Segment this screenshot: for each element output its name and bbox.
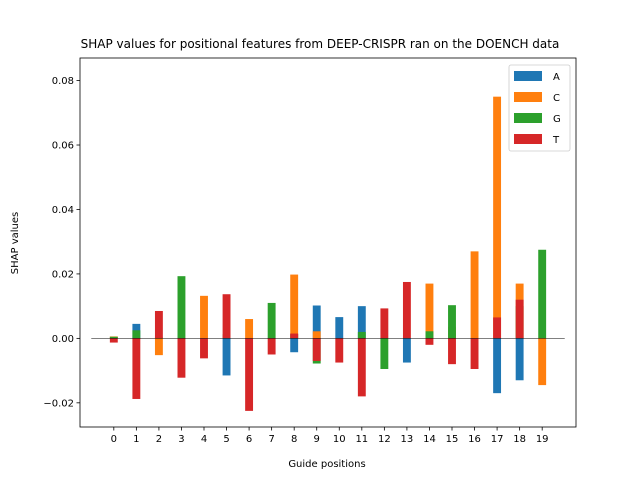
legend-label-C: C [553,93,560,104]
x-tick-label: 19 [536,434,549,445]
bar-C-17 [493,96,502,339]
bar-T-0 [109,338,118,343]
y-tick-label: 0.06 [52,141,74,152]
bar-T-18 [515,299,524,339]
bar-C-16 [470,251,479,339]
x-tick-label: 6 [246,434,252,445]
plot-frame [79,57,577,428]
bar-T-13 [402,281,411,339]
bar-T-16 [470,338,479,369]
bar-T-14 [425,338,434,345]
x-tick-label: 15 [446,434,459,445]
bar-G-12 [380,338,389,369]
bar-A-13 [402,338,411,363]
bar-T-10 [335,338,344,363]
bar-G-14 [425,331,434,339]
bar-G-11 [357,331,366,339]
x-axis-label: Guide positions [288,459,365,470]
bar-T-5 [222,294,231,339]
x-tick-label: 1 [133,434,139,445]
bar-A-9 [312,305,321,339]
y-tick-label: 0.08 [52,76,74,87]
bars-group [109,96,547,411]
y-tick-label: −0.02 [43,398,74,409]
y-ticks: −0.02 0.00 0.02 0.04 0.06 0.08 [43,76,80,409]
bar-A-10 [335,317,344,339]
x-tick-label: 2 [156,434,162,445]
bar-C-4 [200,295,208,339]
legend-swatch-G [514,113,542,123]
y-tick-label: 0.04 [52,205,74,216]
bar-T-4 [200,338,208,359]
legend-swatch-A [514,71,542,81]
bar-T-7 [267,338,276,355]
x-tick-label: 9 [314,434,320,445]
x-tick-label: 7 [268,434,274,445]
bar-C-14 [425,283,434,339]
x-tick-label: 4 [201,434,207,445]
bar-A-11 [357,306,366,339]
bar-G-19 [538,249,547,339]
legend-box [508,64,571,152]
x-tick-label: 14 [423,434,436,445]
bar-A-5 [222,338,231,376]
y-tick-label: 0.00 [52,334,74,345]
bar-T-17 [493,317,502,339]
bar-A-8 [290,338,299,353]
bar-A-17 [493,338,502,394]
legend-label-A: A [553,72,560,83]
x-tick-label: 3 [178,434,184,445]
y-axis-label: SHAP values [10,212,21,274]
bar-A-18 [515,338,524,381]
bar-T-15 [448,338,456,365]
bar-C-19 [538,338,547,386]
x-tick-label: 5 [223,434,229,445]
legend-label-T: T [552,135,560,146]
bar-T-11 [357,338,366,397]
bar-T-12 [380,308,389,339]
bar-T-8 [290,333,299,339]
x-ticks: 0 1 2 3 4 5 6 7 8 9 10 11 12 13 14 15 16 17 18 19 [111,427,549,445]
x-tick-label: 12 [378,434,391,445]
bar-T-6 [245,338,254,411]
bar-T-9 [312,338,321,361]
bar-T-2 [154,310,163,339]
bar-C-2 [154,338,163,356]
x-tick-label: 0 [111,434,117,445]
bar-G-1 [132,330,141,339]
x-tick-label: 13 [401,434,414,445]
bar-C-8 [290,274,299,339]
y-tick-label: 0.02 [52,269,74,280]
x-tick-label: 8 [291,434,297,445]
legend-swatch-C [514,92,542,102]
bar-G-15 [448,305,456,339]
legend-swatch-T [514,134,542,144]
bar-G-3 [177,276,186,339]
x-tick-label: 18 [513,434,526,445]
x-tick-label: 11 [355,434,368,445]
bar-T-3 [177,338,186,378]
x-tick-label: 10 [333,434,346,445]
x-tick-label: 16 [468,434,481,445]
bar-T-1 [132,338,141,399]
bar-C-9 [312,331,321,339]
legend-label-G: G [553,114,561,125]
chart-title: SHAP values for positional features from… [81,37,560,51]
bar-G-0 [109,336,118,339]
x-tick-label: 17 [491,434,504,445]
bar-C-6 [245,319,254,339]
bar-G-7 [267,302,276,339]
